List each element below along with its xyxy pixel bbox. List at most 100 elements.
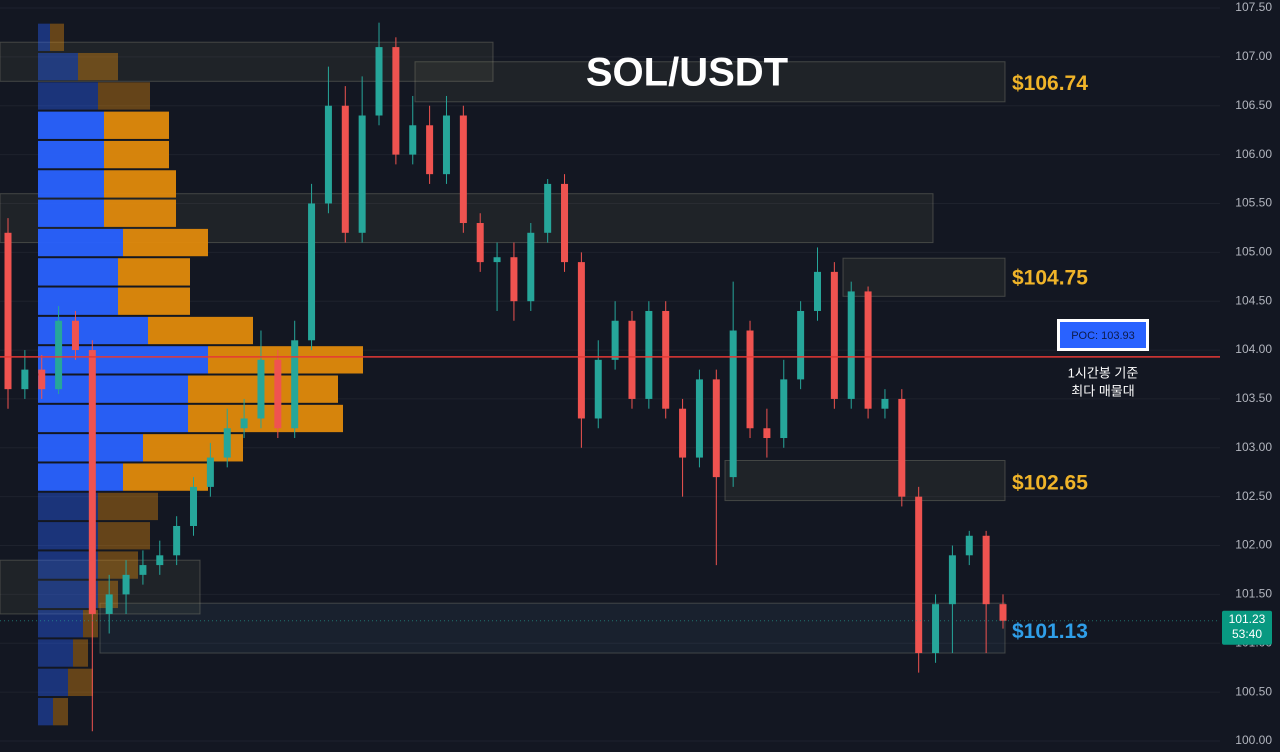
- profile-sell: [123, 463, 208, 491]
- candle-body: [611, 320, 619, 360]
- zone-label: $104.75: [1012, 266, 1088, 289]
- candle-body: [864, 291, 872, 409]
- profile-sell: [104, 111, 169, 139]
- candle-body: [38, 369, 46, 390]
- candle-body: [544, 183, 552, 233]
- profile-buy: [38, 580, 98, 609]
- zone-label: $101.13: [1012, 620, 1088, 643]
- candle-body: [476, 223, 484, 263]
- candle-body: [257, 359, 265, 419]
- candle-body: [190, 486, 198, 526]
- profile-sell: [118, 287, 190, 315]
- profile-buy: [38, 346, 208, 374]
- zone: [0, 41, 494, 82]
- poc-box-inner: [1060, 322, 1146, 348]
- profile-buy: [38, 228, 123, 257]
- profile-buy: [38, 52, 78, 81]
- chart-title: SOL/USDT: [586, 51, 788, 95]
- profile-buy: [38, 258, 118, 286]
- candle-body: [71, 320, 79, 351]
- candle-body: [577, 262, 585, 419]
- profile-buy: [38, 698, 53, 726]
- candle-body: [932, 604, 940, 654]
- y-tick-label: 103.50: [1235, 391, 1272, 405]
- price-tag-value: 101.23: [1229, 612, 1266, 626]
- candle-body: [628, 320, 636, 399]
- candle-body: [156, 555, 164, 566]
- profile-buy: [38, 492, 98, 521]
- candle-body: [358, 115, 366, 233]
- y-tick-label: 107.00: [1235, 49, 1272, 63]
- candle-body: [426, 125, 434, 175]
- profile-sell: [98, 82, 150, 110]
- price-tag: [1222, 610, 1272, 645]
- profile-sell: [83, 610, 98, 638]
- profile-buy: [38, 82, 98, 110]
- y-tick-label: 102.50: [1235, 489, 1272, 503]
- profile-sell: [98, 551, 138, 579]
- profile-sell: [78, 52, 118, 81]
- profile-buy: [38, 23, 50, 51]
- candle-body: [392, 47, 400, 155]
- candle-body: [442, 115, 450, 175]
- zone: [99, 602, 1006, 654]
- y-tick-label: 105.00: [1235, 245, 1272, 259]
- y-tick-label: 104.50: [1235, 293, 1272, 307]
- candle-body: [308, 203, 316, 341]
- candle-body: [206, 457, 214, 487]
- candle-body: [459, 115, 467, 224]
- profile-sell: [148, 316, 253, 345]
- profile-sell: [68, 668, 93, 697]
- profile-sell: [208, 346, 363, 374]
- y-tick-label: 105.50: [1235, 196, 1272, 210]
- profile-sell: [73, 639, 88, 667]
- candle-body: [561, 183, 569, 263]
- profile-buy: [38, 551, 98, 579]
- candle-body: [4, 232, 12, 390]
- y-tick-label: 100.50: [1235, 684, 1272, 698]
- profile-sell: [188, 404, 343, 433]
- profile-buy: [38, 375, 188, 403]
- candle-body: [982, 535, 990, 605]
- y-tick-label: 106.50: [1235, 98, 1272, 112]
- y-tick-label: 104.00: [1235, 342, 1272, 356]
- candle-body: [797, 310, 805, 380]
- profile-sell: [98, 492, 158, 521]
- candle-body: [223, 428, 231, 458]
- zone: [0, 559, 201, 615]
- y-tick-label: 100.00: [1235, 733, 1272, 747]
- candle-body: [173, 525, 181, 556]
- profile-sell: [53, 698, 68, 726]
- candle-body: [712, 379, 720, 478]
- profile-sell: [104, 170, 176, 198]
- poc-note: 최다 매물대: [1071, 383, 1134, 398]
- candle-body: [105, 594, 113, 614]
- candle-body: [881, 398, 889, 409]
- profile-sell: [104, 140, 169, 169]
- candle-body: [965, 535, 973, 556]
- candle-body: [679, 408, 687, 458]
- candle-body: [915, 496, 923, 654]
- candle-body: [341, 105, 349, 233]
- zone: [842, 257, 1006, 297]
- candle-body: [662, 310, 670, 409]
- candle-body: [695, 379, 703, 458]
- candle-body: [274, 359, 282, 429]
- candle-body: [645, 310, 653, 399]
- profile-buy: [38, 287, 118, 315]
- candle-body: [813, 271, 821, 311]
- profile-buy: [38, 199, 104, 227]
- poc-label: POC: 103.93: [1071, 330, 1135, 342]
- y-tick-label: 101.50: [1235, 587, 1272, 601]
- profile-sell: [118, 258, 190, 286]
- candle-body: [55, 320, 63, 390]
- candle-body: [409, 125, 417, 155]
- candle-body: [240, 418, 248, 429]
- profile-buy: [38, 404, 188, 433]
- profile-sell: [104, 199, 176, 227]
- candle-body: [746, 330, 754, 429]
- profile-sell: [50, 23, 64, 51]
- candle-body: [21, 369, 29, 390]
- candle-body: [324, 105, 332, 204]
